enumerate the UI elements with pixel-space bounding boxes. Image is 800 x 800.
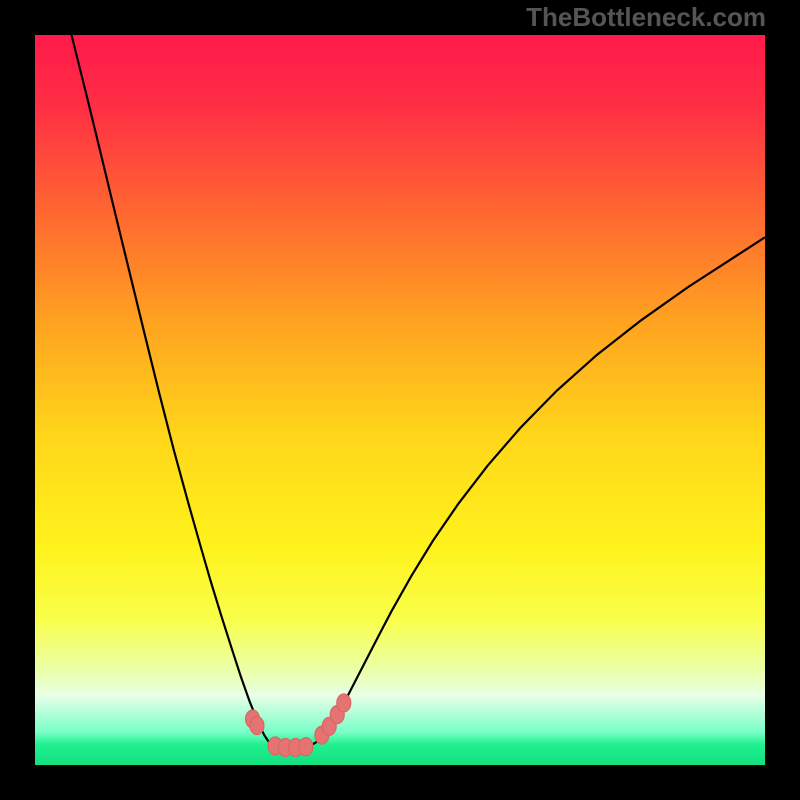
marker-point (337, 694, 351, 712)
marker-group (246, 694, 351, 757)
marker-point (250, 717, 264, 735)
bottleneck-curve (72, 35, 766, 749)
curve-layer (35, 35, 765, 765)
plot-area (35, 35, 765, 765)
watermark-text: TheBottleneck.com (526, 2, 766, 33)
marker-point (299, 738, 313, 756)
